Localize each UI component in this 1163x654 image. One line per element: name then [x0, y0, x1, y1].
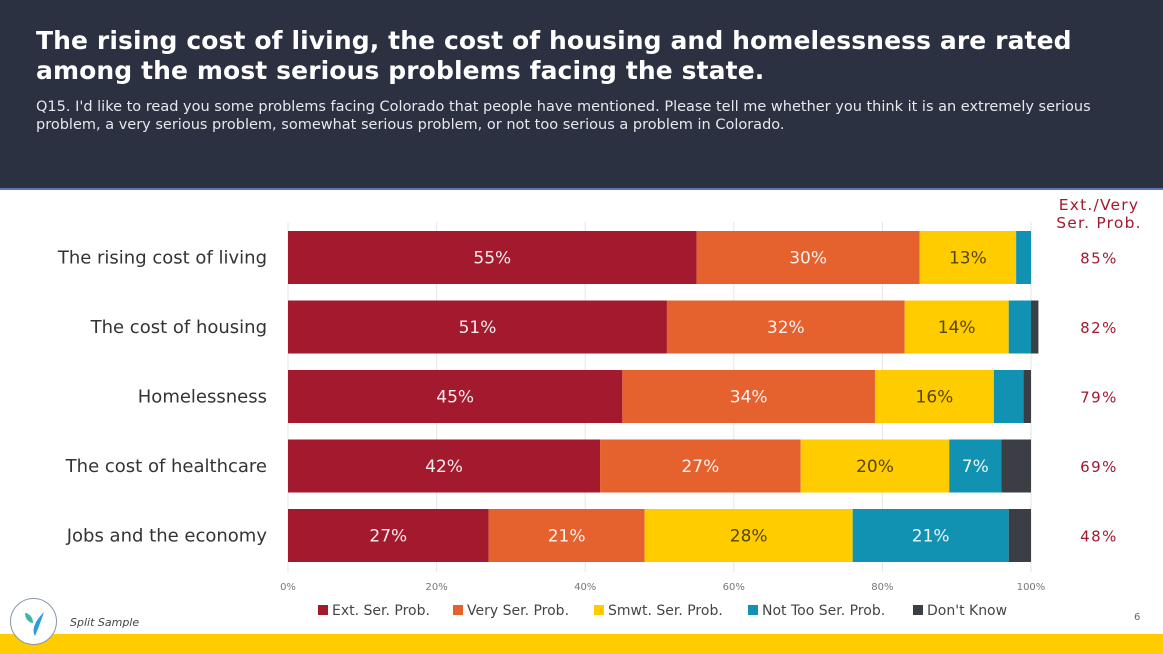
logo — [10, 598, 57, 645]
bar-segment-very — [600, 439, 801, 493]
bar-value-label: 20% — [856, 457, 894, 477]
x-tick-label: 60% — [723, 582, 745, 593]
bar-segment-dont_know — [1023, 370, 1031, 423]
bar-value-label: 45% — [436, 388, 474, 408]
category-label: The cost of healthcare — [65, 456, 267, 477]
bars: 55% 30% 13% 51% 32% 14% 45% 34% 16% 42% 27% 20% 7% 27… — [288, 231, 1039, 562]
bar-segment-not_too — [1008, 300, 1031, 354]
bar-segment-dont_know — [1001, 439, 1031, 493]
bar-segment-ext — [288, 509, 489, 562]
bar-segment-very — [696, 231, 920, 284]
bar-segment-ext — [288, 370, 623, 423]
bar-segment-very — [666, 300, 905, 354]
legend-label: Don't Know — [927, 603, 1007, 619]
question-text: Q15. I'd like to read you some problems … — [36, 99, 1091, 133]
legend-swatch-very — [453, 605, 463, 615]
legend-label: Smwt. Ser. Prob. — [608, 603, 723, 619]
legend-label: Very Ser. Prob. — [467, 603, 569, 619]
bar-value-label: 7% — [962, 457, 989, 477]
bar-segment-smwt — [800, 439, 950, 493]
footer-accent-bar — [0, 634, 1163, 654]
legend-swatch-smwt — [594, 605, 604, 615]
bar-value-label: 28% — [730, 527, 768, 547]
bar-segment-not_too — [993, 370, 1024, 423]
bar-value-label: 14% — [938, 318, 976, 338]
bar-value-label: 27% — [681, 457, 719, 477]
legend-swatch-ext — [318, 605, 328, 615]
x-axis-ticks: 0% 20% 40% 60% 80% 100% — [280, 582, 1045, 593]
bar-segment-not_too — [1016, 231, 1031, 284]
slide-header: The rising cost of living, the cost of h… — [0, 0, 1163, 190]
bar-value-label: 30% — [789, 249, 827, 269]
x-tick-label: 0% — [280, 582, 296, 593]
leaf-logo-icon — [25, 612, 44, 636]
legend-swatch-not_too — [748, 605, 758, 615]
x-tick-label: 40% — [574, 582, 596, 593]
bar-segment-smwt — [919, 231, 1017, 284]
summary-header: Ser. Prob. — [1056, 214, 1142, 232]
bar-segment-smwt — [874, 370, 994, 423]
bar-value-label: 34% — [730, 388, 768, 408]
bar-value-label: 21% — [548, 527, 586, 547]
chart-area: 55% 30% 13% 51% 32% 14% 45% 34% 16% 42% 27% 20% 7% 27… — [0, 192, 1163, 632]
x-tick-label: 80% — [871, 582, 893, 593]
bar-value-label: 42% — [425, 457, 463, 477]
bar-segment-not_too — [949, 439, 1002, 493]
bar-segment-dont_know — [1008, 509, 1031, 562]
bar-segment-ext — [288, 300, 667, 354]
stacked-bar-chart: 55% 30% 13% 51% 32% 14% 45% 34% 16% 42% 27% 20% 7% 27… — [57, 196, 1142, 619]
summary-value: 79% — [1080, 389, 1118, 407]
legend: Ext. Ser. Prob. Very Ser. Prob. Smwt. Ser.… — [318, 603, 1007, 619]
bar-segment-not_too — [852, 509, 1009, 562]
slide-title: The rising cost of living, the cost of h… — [36, 26, 1072, 85]
bar-value-label: 55% — [473, 249, 511, 269]
bar-value-label: 32% — [767, 318, 805, 338]
category-label: Jobs and the economy — [66, 526, 268, 547]
split-sample-note: Split Sample — [70, 616, 140, 629]
bar-segment-ext — [288, 231, 697, 284]
bar-value-label: 16% — [916, 388, 954, 408]
category-labels: The rising cost of living The cost of hou… — [57, 248, 268, 547]
bar-segment-smwt — [644, 509, 853, 562]
x-tick-label: 100% — [1017, 582, 1046, 593]
summary-value: 69% — [1080, 458, 1118, 476]
summary-value: 48% — [1080, 528, 1118, 546]
category-label: Homelessness — [138, 387, 267, 408]
legend-swatch-dont_know — [913, 605, 923, 615]
bar-segment-smwt — [904, 300, 1009, 354]
bar-segment-dont_know — [1031, 300, 1039, 354]
summary-header: Ext./Very — [1059, 196, 1139, 214]
bar-value-label: 13% — [949, 249, 987, 269]
bar-segment-very — [488, 509, 645, 562]
bar-segment-very — [622, 370, 875, 423]
category-label: The cost of housing — [90, 317, 267, 338]
legend-label: Ext. Ser. Prob. — [332, 603, 430, 619]
summary-value: 82% — [1080, 319, 1118, 337]
x-tick-label: 20% — [425, 582, 447, 593]
bar-value-label: 51% — [459, 318, 497, 338]
legend-label: Not Too Ser. Prob. — [762, 603, 885, 619]
category-label: The rising cost of living — [57, 248, 267, 269]
bar-value-label: 21% — [912, 527, 950, 547]
bar-value-label: 27% — [369, 527, 407, 547]
bar-segment-ext — [288, 439, 601, 493]
page-number: 6 — [1134, 612, 1141, 623]
summary-value: 85% — [1080, 250, 1118, 268]
